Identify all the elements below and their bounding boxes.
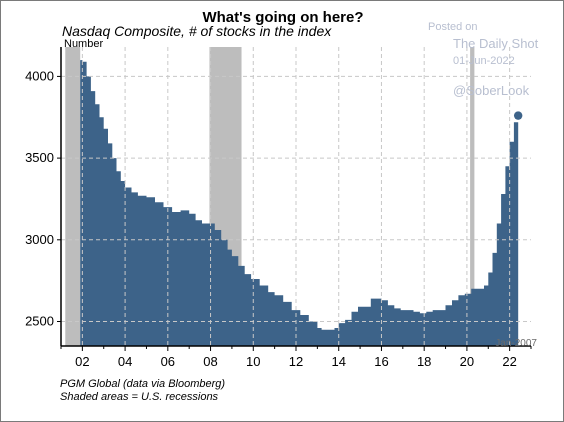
watermark-date: 01-Jun-2022 — [453, 55, 515, 67]
y-tick-label-1: 3000 — [25, 232, 54, 247]
area-layer — [80, 60, 519, 346]
watermark-posted-on: Posted on — [428, 21, 478, 33]
chart-subtitle: Nasdaq Composite, # of stocks in the ind… — [62, 23, 332, 39]
grid-layer — [61, 47, 531, 346]
x-tick-label-10: 22 — [502, 354, 516, 369]
watermark-source: The Daily Shot — [453, 36, 539, 51]
series-area — [80, 60, 519, 346]
axes-layer — [57, 47, 532, 351]
y-tick-label-2: 3500 — [25, 150, 54, 165]
tick-layer: 2500 3000 3500 4000 02 04 06 08 10 12 14 16 18 20 22 — [25, 68, 517, 369]
x-tick-label-2: 06 — [161, 354, 175, 369]
watermark-handle: @SoberLook — [453, 83, 530, 98]
chart-title: What's going on here? — [202, 9, 364, 26]
x-tick-label-0: 02 — [75, 354, 89, 369]
x-tick-label-3: 08 — [203, 354, 217, 369]
x-tick-label-1: 04 — [118, 354, 132, 369]
x-tick-label-6: 14 — [331, 354, 345, 369]
y-tick-label-3: 4000 — [25, 68, 54, 83]
x-tick-label-9: 20 — [460, 354, 474, 369]
x-tick-label-5: 12 — [289, 354, 303, 369]
overlay-label: Jan-2007 — [495, 338, 537, 349]
footnote-source: PGM Global (data via Bloomberg) — [60, 378, 226, 390]
recession-band-0 — [65, 47, 81, 346]
marker-layer — [513, 111, 523, 120]
x-tick-label-8: 18 — [417, 354, 431, 369]
y-tick-label-0: 2500 — [25, 313, 54, 328]
x-tick-label-7: 16 — [374, 354, 388, 369]
x-tick-label-4: 10 — [246, 354, 260, 369]
endpoint-marker — [513, 111, 523, 120]
footnote-shading: Shaded areas = U.S. recessions — [60, 391, 219, 403]
recession-band-2 — [470, 47, 475, 346]
